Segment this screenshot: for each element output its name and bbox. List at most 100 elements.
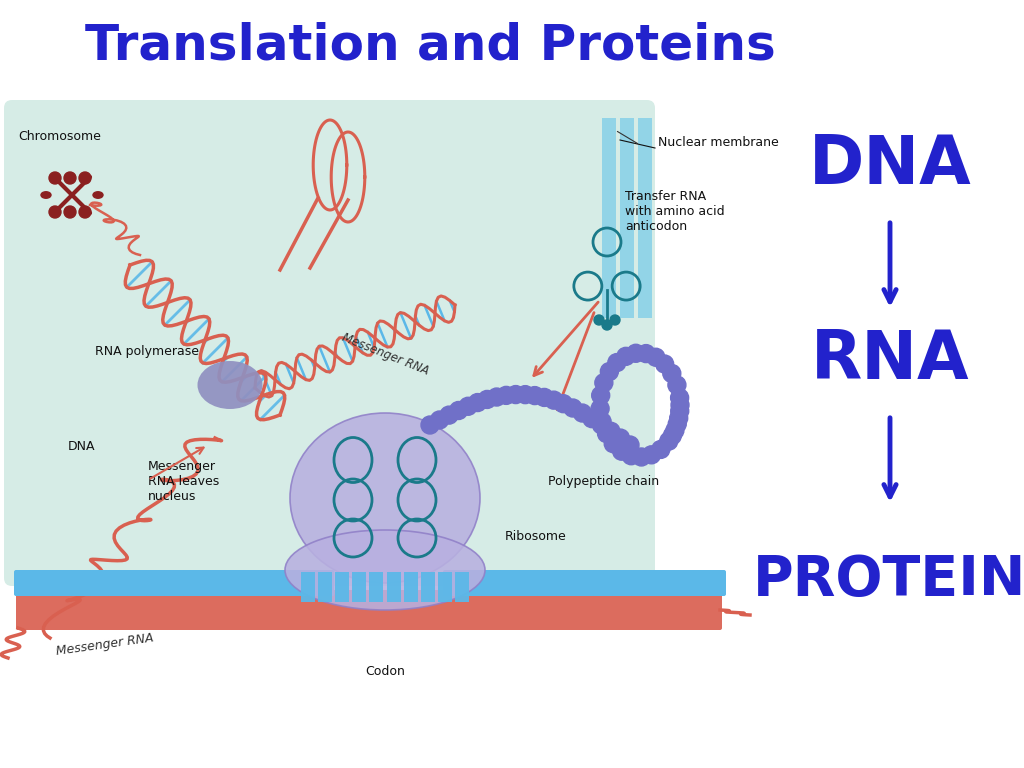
Circle shape (554, 395, 572, 412)
Circle shape (670, 409, 688, 427)
Circle shape (594, 315, 604, 325)
Bar (352, 572, 367, 602)
Circle shape (671, 389, 688, 407)
Circle shape (621, 436, 639, 454)
Circle shape (49, 206, 61, 218)
FancyBboxPatch shape (144, 570, 167, 596)
Circle shape (591, 399, 609, 418)
Circle shape (478, 390, 497, 409)
Text: DNA: DNA (68, 440, 95, 453)
Circle shape (545, 391, 563, 409)
FancyBboxPatch shape (499, 570, 521, 596)
FancyBboxPatch shape (238, 570, 260, 596)
Circle shape (669, 415, 686, 433)
Text: DNA: DNA (809, 132, 972, 198)
Text: Codon: Codon (366, 665, 404, 678)
Circle shape (525, 386, 544, 405)
FancyBboxPatch shape (517, 570, 540, 596)
Circle shape (627, 344, 645, 362)
Circle shape (507, 386, 524, 403)
Circle shape (516, 386, 535, 404)
FancyBboxPatch shape (89, 570, 111, 596)
Text: Nuclear membrane: Nuclear membrane (658, 135, 778, 148)
FancyBboxPatch shape (555, 570, 577, 596)
FancyBboxPatch shape (480, 570, 502, 596)
Circle shape (536, 389, 553, 406)
Circle shape (642, 445, 660, 464)
Circle shape (564, 399, 582, 417)
FancyBboxPatch shape (685, 570, 708, 596)
FancyBboxPatch shape (630, 570, 651, 596)
FancyBboxPatch shape (275, 570, 297, 596)
Text: Translation and Proteins: Translation and Proteins (85, 21, 775, 69)
FancyBboxPatch shape (201, 570, 222, 596)
Circle shape (623, 447, 640, 465)
Circle shape (63, 172, 76, 184)
Circle shape (498, 386, 515, 405)
Text: Ribosome: Ribosome (505, 530, 566, 543)
Ellipse shape (290, 413, 480, 583)
Bar (335, 572, 349, 602)
Circle shape (79, 206, 91, 218)
Circle shape (487, 388, 506, 406)
Bar (386, 572, 400, 602)
Bar (620, 118, 634, 318)
Circle shape (666, 422, 684, 439)
Text: Polypeptide chain: Polypeptide chain (548, 475, 659, 488)
FancyBboxPatch shape (705, 570, 726, 596)
Circle shape (79, 172, 91, 184)
FancyBboxPatch shape (610, 570, 633, 596)
FancyBboxPatch shape (443, 570, 465, 596)
Circle shape (663, 365, 681, 382)
Text: RNA: RNA (811, 327, 970, 393)
FancyBboxPatch shape (294, 570, 315, 596)
Circle shape (652, 440, 670, 458)
Circle shape (612, 442, 631, 460)
FancyBboxPatch shape (256, 570, 279, 596)
Bar (638, 118, 652, 318)
Bar (421, 572, 435, 602)
FancyBboxPatch shape (462, 570, 483, 596)
FancyBboxPatch shape (667, 570, 689, 596)
Circle shape (659, 432, 678, 450)
Circle shape (600, 362, 618, 381)
FancyBboxPatch shape (648, 570, 670, 596)
FancyBboxPatch shape (16, 590, 722, 630)
Text: PROTEIN: PROTEIN (754, 553, 1024, 607)
Circle shape (633, 448, 650, 466)
Circle shape (611, 429, 630, 447)
Text: Messenger RNA: Messenger RNA (55, 631, 155, 658)
Ellipse shape (198, 361, 262, 409)
Text: Chromosome: Chromosome (18, 130, 101, 143)
Bar (318, 572, 332, 602)
Circle shape (602, 422, 620, 440)
Circle shape (592, 386, 609, 405)
FancyBboxPatch shape (219, 570, 241, 596)
Circle shape (610, 315, 620, 325)
Circle shape (647, 348, 665, 366)
FancyBboxPatch shape (108, 570, 129, 596)
Circle shape (63, 206, 76, 218)
Bar (370, 572, 383, 602)
Circle shape (593, 415, 610, 434)
Circle shape (595, 374, 612, 392)
Circle shape (593, 412, 611, 431)
FancyBboxPatch shape (182, 570, 204, 596)
Ellipse shape (41, 192, 51, 198)
Text: RNA polymerase: RNA polymerase (95, 345, 199, 358)
FancyBboxPatch shape (163, 570, 185, 596)
Circle shape (573, 404, 592, 422)
Text: Messenger
RNA leaves
nucleus: Messenger RNA leaves nucleus (148, 460, 219, 503)
FancyBboxPatch shape (592, 570, 614, 596)
FancyBboxPatch shape (33, 570, 54, 596)
Circle shape (421, 416, 439, 434)
Circle shape (459, 397, 477, 415)
FancyBboxPatch shape (4, 100, 655, 586)
Circle shape (616, 347, 635, 366)
FancyBboxPatch shape (51, 570, 74, 596)
FancyBboxPatch shape (537, 570, 558, 596)
Circle shape (604, 435, 623, 452)
Bar (455, 572, 469, 602)
FancyBboxPatch shape (14, 570, 36, 596)
Ellipse shape (285, 530, 485, 610)
